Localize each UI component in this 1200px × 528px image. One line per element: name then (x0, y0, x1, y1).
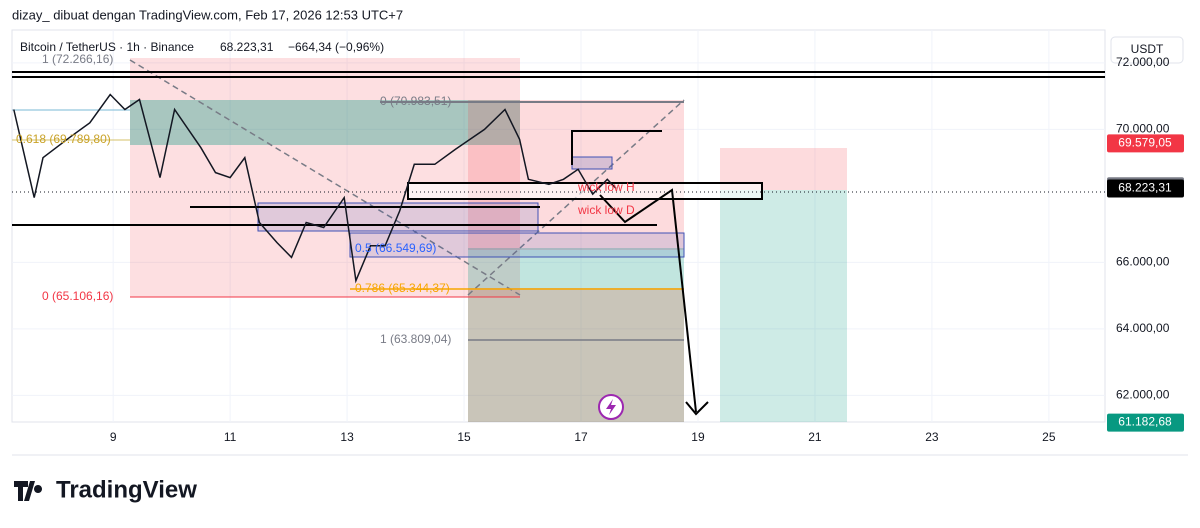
price-label: 61.182,68 (1118, 415, 1172, 429)
annotation: 0 (65.106,16) (42, 289, 113, 303)
fib-trend (129, 59, 521, 296)
annotation: 1 (72.266,16) (42, 52, 113, 66)
y-tick-label: 70.000,00 (1116, 122, 1170, 136)
brand-logo (14, 481, 43, 501)
brand: TradingView (56, 476, 197, 503)
price-label: 69.579,05 (1118, 136, 1172, 150)
order-block (349, 232, 685, 258)
annotation: 0.5 (66.549,69) (355, 241, 436, 255)
price-label: 68.223,31 (1118, 181, 1172, 195)
fib-zone (130, 58, 520, 297)
x-tick-label: 19 (691, 430, 705, 444)
y-tick-label: 62.000,00 (1116, 388, 1170, 402)
annotation: wick low D (577, 203, 635, 217)
event-bolt (606, 399, 616, 415)
target-zone-2 (468, 288, 684, 422)
price-label-box (1107, 179, 1184, 198)
y-tick-label: 72.000,00 (1116, 55, 1170, 69)
target-zone (468, 248, 684, 288)
drawings (12, 58, 1105, 422)
y-tick-label: 66.000,00 (1116, 255, 1170, 269)
last-price: 68.223,31 (220, 40, 274, 54)
annotation: 0.786 (65.344,37) (355, 281, 450, 295)
x-tick-label: 23 (925, 430, 939, 444)
x-tick-label: 11 (224, 430, 237, 444)
x-tick-label: 9 (110, 430, 117, 444)
price-label-box (1107, 413, 1184, 432)
change: −664,34 (−0,96%) (288, 40, 384, 54)
annotation: 0.618 (69.789,80) (16, 132, 111, 146)
x-tick-label: 21 (808, 430, 822, 444)
x-tick-label: 17 (574, 430, 588, 444)
arrow-head (685, 401, 709, 416)
currency: USDT (1131, 42, 1164, 56)
fib-band (130, 100, 520, 145)
x-tick-label: 25 (1042, 430, 1056, 444)
x-tick-label: 15 (457, 430, 471, 444)
credit: dizay_ dibuat dengan TradingView.com, Fe… (12, 7, 403, 22)
price-line (13, 93, 617, 284)
series (13, 93, 617, 284)
annotation: 1 (63.809,04) (380, 332, 451, 346)
price-label-box (1107, 134, 1184, 153)
x-tick-label: 13 (340, 430, 354, 444)
y-tick-label: 64.000,00 (1116, 321, 1170, 335)
position-target (720, 190, 847, 422)
annotation: wick low H (577, 180, 635, 194)
symbol-title: Bitcoin / TetherUS · 1h · Binance (20, 40, 194, 54)
order-block (571, 156, 613, 170)
annotation: 0 (70.983,51) (380, 94, 451, 108)
projection (599, 188, 697, 413)
currency-button[interactable] (1110, 36, 1184, 64)
level-line (571, 130, 662, 165)
